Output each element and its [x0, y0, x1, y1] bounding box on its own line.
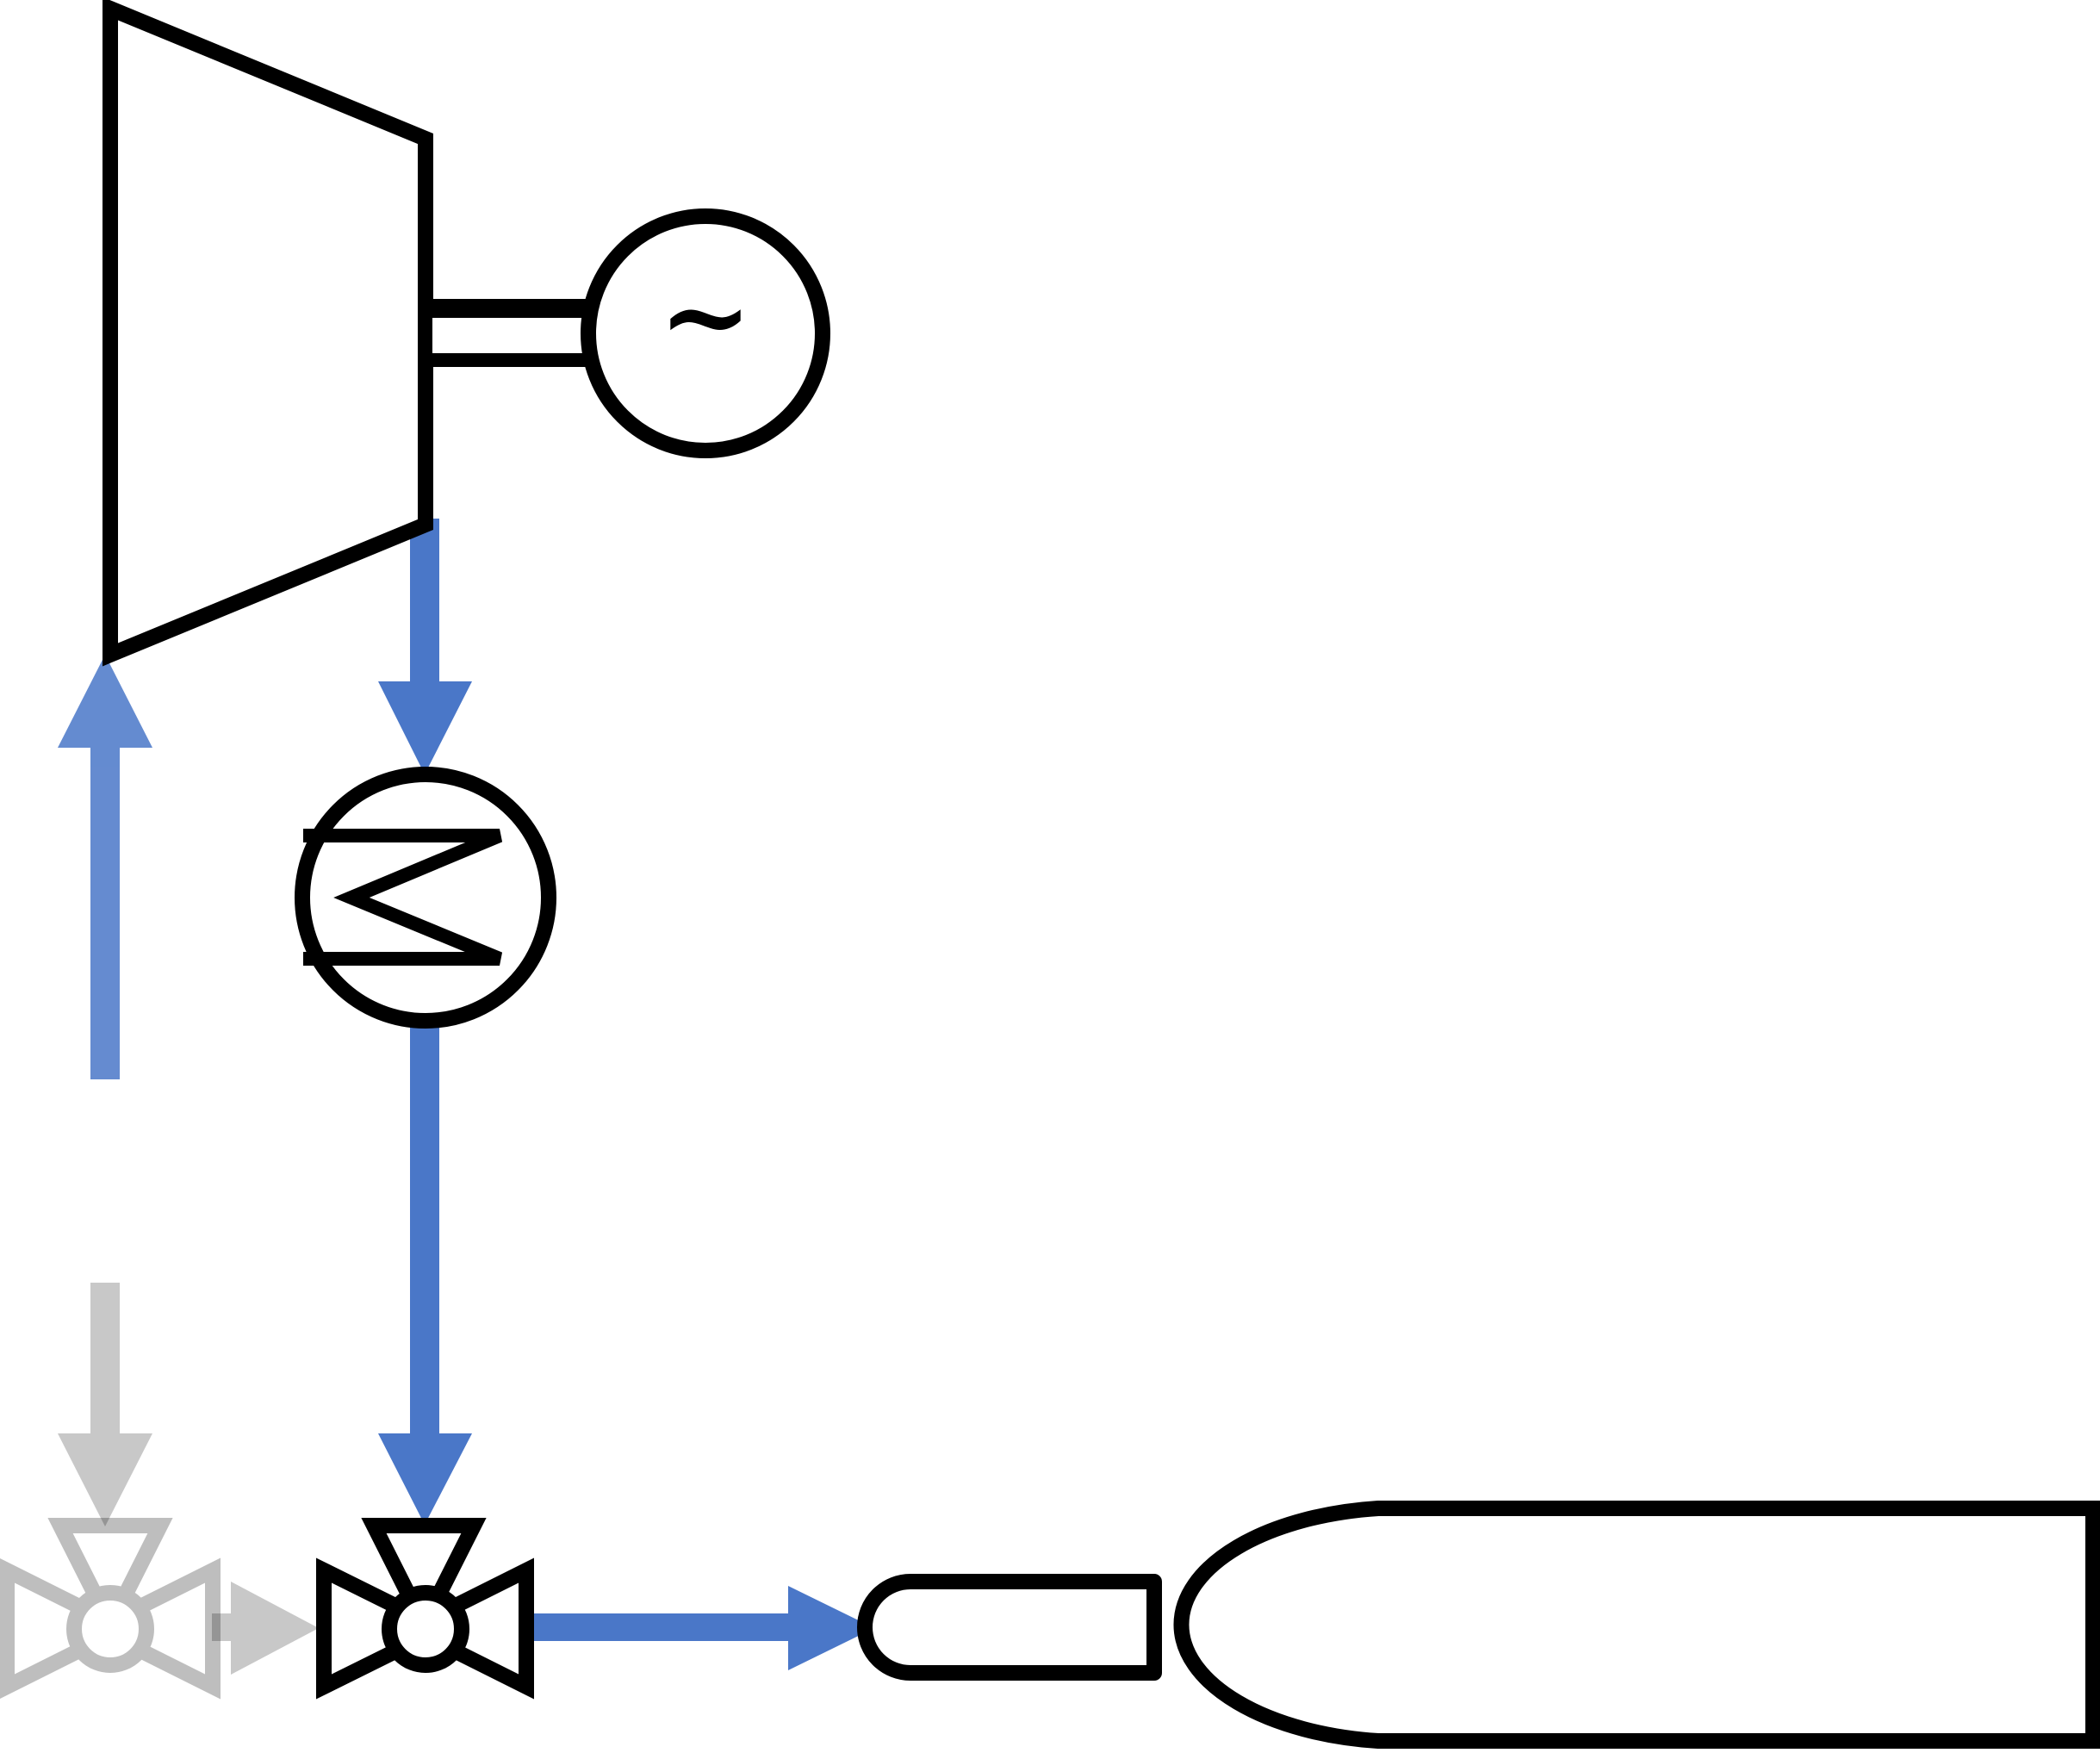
- tank-inlet-nozzle: [857, 1574, 1162, 1681]
- flow-inlet-to-inactive-valve: [58, 1283, 152, 1526]
- generator-icon: [581, 208, 830, 458]
- generator-symbol: ~: [659, 250, 753, 382]
- flow-arrow-down-icon: [58, 1433, 152, 1526]
- turbine-icon: [103, 0, 433, 667]
- flow-turbine-to-heat-exchanger: [378, 519, 472, 774]
- turbine[interactable]: [103, 0, 433, 667]
- flow-pipe: [90, 735, 120, 1079]
- storage-tank[interactable]: [857, 1501, 2100, 1749]
- valve-body-icon: [66, 1585, 154, 1673]
- three-way-valve-inactive[interactable]: [0, 1518, 221, 1700]
- valve-right-wing: [109, 1557, 221, 1700]
- flow-arrow-up-icon: [58, 655, 152, 748]
- flow-pipe: [410, 1023, 439, 1445]
- flow-inlet-to-turbine: [58, 655, 152, 1079]
- flow-arrow-down-icon: [378, 1433, 472, 1525]
- flow-arrow-right-icon: [231, 1582, 319, 1675]
- horizontal-tank-icon: [1173, 1501, 2100, 1749]
- valve-top-wing: [47, 1518, 173, 1642]
- flow-pipe: [90, 1283, 120, 1446]
- flow-pipe: [410, 519, 439, 687]
- generator[interactable]: ~: [581, 208, 830, 458]
- heat-exchanger[interactable]: [295, 767, 556, 1029]
- valve-left-wing: [0, 1557, 111, 1700]
- flow-pipe: [532, 1613, 799, 1641]
- flow-valve-to-tank: [532, 1586, 874, 1670]
- heat-exchanger-coil-icon: [303, 829, 503, 966]
- valve-body-icon: [382, 1585, 469, 1673]
- three-way-valve-active[interactable]: [316, 1518, 534, 1700]
- flow-arrow-down-icon: [378, 681, 472, 774]
- flow-arrow-right-icon: [788, 1586, 874, 1670]
- flow-heat-exchanger-to-valve: [378, 1023, 472, 1525]
- valve-top-wing: [361, 1518, 487, 1642]
- generator-shaft: [419, 299, 598, 367]
- flow-inactive-valve-to-active-valve: [212, 1582, 319, 1675]
